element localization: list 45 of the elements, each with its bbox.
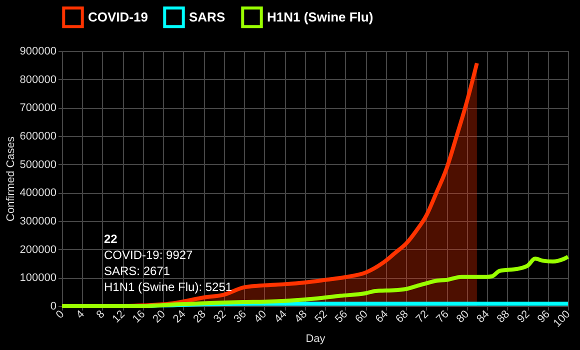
y-tick-label: 600000 (20, 130, 56, 142)
x-tick-label: 20 (150, 308, 168, 326)
x-tick-label: 68 (394, 308, 411, 326)
x-tick-label: 56 (332, 308, 350, 326)
x-tick-label: 52 (312, 308, 330, 326)
legend-label: COVID-19 (88, 9, 148, 24)
y-tick-label: 900000 (20, 46, 56, 58)
y-tick-label: 300000 (20, 216, 56, 228)
x-tick-label: 80 (454, 308, 472, 326)
x-tick-label: 96 (535, 308, 553, 326)
annotation: COVID-19: 9927 (104, 248, 194, 262)
y-tick-label: 800000 (20, 74, 56, 86)
annotation: SARS: 2671 (104, 264, 170, 278)
x-tick-label: 76 (434, 308, 452, 326)
x-tick-label: 44 (272, 308, 290, 326)
x-tick-label: 40 (252, 308, 270, 326)
x-tick-label: 64 (373, 308, 391, 326)
x-tick-label: 36 (232, 308, 249, 326)
x-tick-label: 92 (515, 308, 532, 326)
x-tick-label: 84 (474, 308, 492, 326)
legend-label: H1N1 (Swine Flu) (267, 9, 374, 24)
y-tick-label: 0 (50, 300, 56, 312)
y-axis-title: Confirmed Cases (4, 136, 17, 222)
y-tick-label: 100000 (20, 272, 56, 284)
x-tick-label: 60 (353, 308, 370, 326)
x-tick-label: 12 (110, 308, 128, 326)
y-tick-label: 500000 (20, 158, 56, 171)
x-tick-label: 48 (292, 308, 310, 326)
x-axis-title: Day (306, 333, 326, 346)
x-tick-label: 4 (74, 308, 87, 322)
y-tick-label: 400000 (20, 187, 56, 200)
x-tick-label: 32 (212, 308, 229, 326)
annotation: H1N1 (Swine Flu): 5251 (104, 280, 232, 294)
x-tick-label: 72 (414, 308, 432, 326)
legend-label: SARS (189, 9, 226, 24)
annotation: 22 (104, 232, 118, 246)
x-tick-label: 88 (494, 308, 512, 326)
y-tick-label: 200000 (20, 244, 56, 256)
x-tick-label: 100 (551, 308, 573, 330)
x-tick-label: 16 (130, 308, 148, 326)
x-tick-label: 24 (171, 308, 188, 326)
x-tick-label: 8 (94, 308, 108, 322)
x-tick-label: 28 (191, 308, 208, 326)
x-tick-label: 0 (54, 308, 67, 322)
y-tick-label: 700000 (20, 102, 56, 114)
